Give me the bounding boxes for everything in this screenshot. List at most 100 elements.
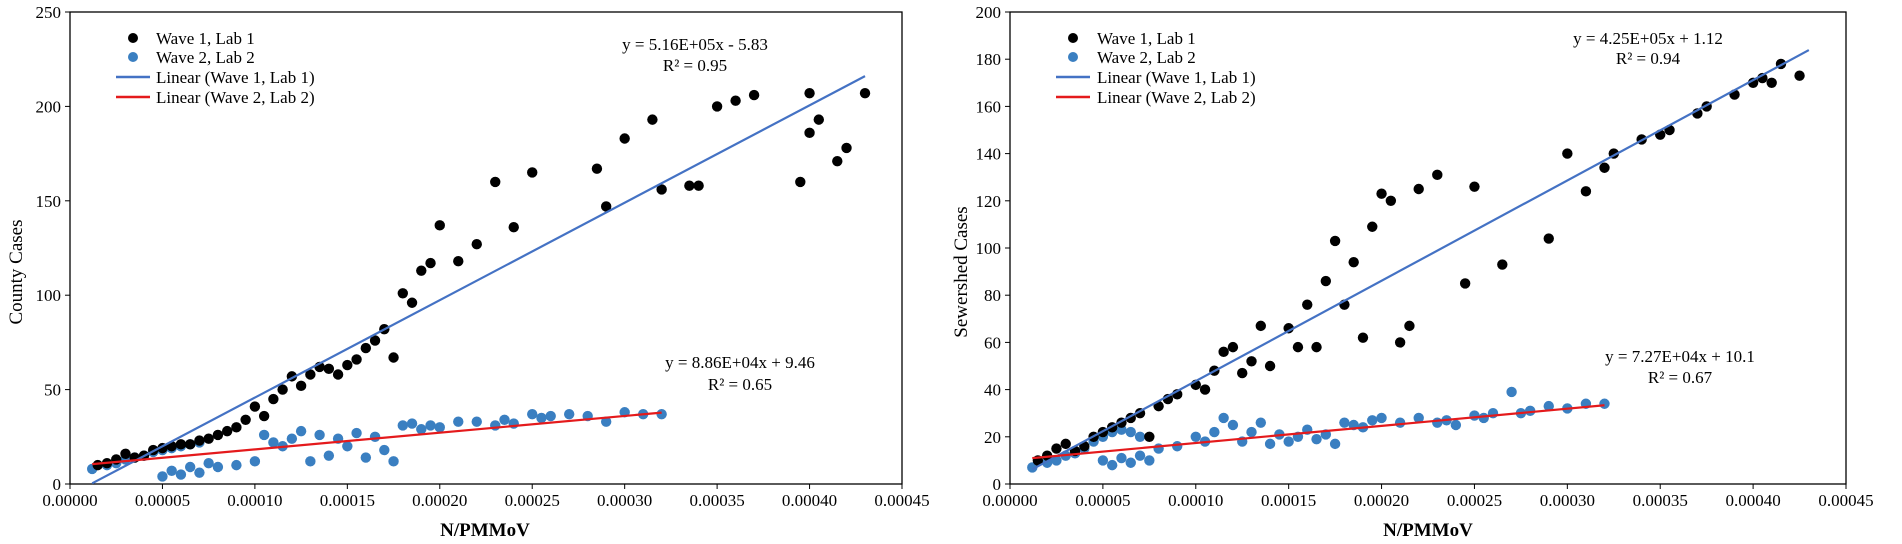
legend-label-linear1: Linear (Wave 1, Lab 1) xyxy=(1097,68,1256,87)
right-legend: Wave 1, Lab 1 Wave 2, Lab 2 Linear (Wave… xyxy=(1056,29,1256,107)
linear-fit-wave2 xyxy=(1032,404,1605,460)
wave1-point xyxy=(295,380,307,392)
wave1-point xyxy=(369,335,381,346)
wave2-point xyxy=(453,416,464,427)
wave1-point xyxy=(1413,183,1424,195)
wave1-point xyxy=(1543,233,1554,244)
y-tick-label: 100 xyxy=(976,239,1002,258)
wave1-point xyxy=(490,176,501,188)
wave1-point xyxy=(619,133,630,144)
wave2-point xyxy=(1413,412,1424,424)
wave1-point xyxy=(859,87,871,99)
x-tick-label: 0.00010 xyxy=(1168,491,1223,510)
wave2-point xyxy=(1134,450,1146,461)
wave2-point xyxy=(175,469,187,480)
x-tick-label: 0.00025 xyxy=(1447,491,1502,510)
wave1-point xyxy=(1432,169,1443,181)
wave2-point xyxy=(369,431,381,442)
linear-fit-wave1 xyxy=(91,75,866,485)
legend-label-linear2: Linear (Wave 2, Lab 2) xyxy=(1097,88,1256,107)
wave2-point xyxy=(1190,431,1201,442)
wave1-point xyxy=(175,439,187,450)
wave1-point xyxy=(332,369,344,380)
wave2-point xyxy=(323,450,335,461)
wave1-point xyxy=(471,239,482,250)
y-tick-label: 120 xyxy=(976,192,1002,211)
y-tick-label: 80 xyxy=(984,286,1001,305)
wave2-point xyxy=(1027,462,1038,473)
x-tick-label: 0.00005 xyxy=(1075,491,1130,510)
wave1-point xyxy=(1348,256,1359,268)
wave2-point xyxy=(1478,412,1489,424)
wave1-point xyxy=(804,127,815,139)
wave1-point xyxy=(1497,259,1508,270)
wave1-point xyxy=(1599,162,1610,173)
wave1-point xyxy=(360,342,372,354)
x-tick-label: 0.00040 xyxy=(1725,491,1780,510)
wave2-point xyxy=(1506,386,1517,398)
wave2-point xyxy=(305,456,316,467)
wave1-point xyxy=(397,288,408,299)
wave2-point xyxy=(1469,410,1480,421)
wave2-point xyxy=(564,408,575,420)
wave2-point xyxy=(1367,415,1378,426)
wave1-point xyxy=(804,87,815,99)
x-tick-label: 0.00045 xyxy=(874,491,929,510)
wave2-point xyxy=(1283,436,1294,447)
wave1-point xyxy=(249,401,261,412)
legend-label-wave2: Wave 2, Lab 2 xyxy=(1097,48,1196,67)
wave1-point xyxy=(527,167,538,178)
left-plot-frame xyxy=(69,11,903,485)
wave1-point xyxy=(1394,337,1406,348)
wave2-point xyxy=(194,467,205,478)
wave2-point xyxy=(388,456,399,467)
x-tick-label: 0.00015 xyxy=(320,491,375,510)
legend-label-linear2: Linear (Wave 2, Lab 2) xyxy=(156,88,315,107)
left-r2-wave1: R² = 0.95 xyxy=(663,56,727,75)
wave1-point xyxy=(591,163,603,174)
wave1-point xyxy=(1404,320,1415,332)
wave1-point xyxy=(600,201,612,212)
wave2-point xyxy=(342,441,353,452)
legend-label-wave1: Wave 1, Lab 1 xyxy=(1097,29,1196,48)
wave2-point xyxy=(1106,459,1118,471)
wave2-point xyxy=(258,429,270,441)
wave2-point xyxy=(249,456,261,467)
wave2-point xyxy=(295,425,307,437)
wave1-point xyxy=(1292,341,1304,353)
wave1-point xyxy=(1747,77,1759,89)
wave1-point xyxy=(1376,188,1387,199)
wave1-point xyxy=(453,256,464,267)
left-plot: 0 50 100 150 200 250 0.00000 0.00005 0.00010 0.00… xyxy=(36,3,930,510)
wave1-point xyxy=(1051,443,1062,454)
wave1-point xyxy=(656,184,667,195)
y-tick-label: 60 xyxy=(984,333,1001,352)
wave1-point xyxy=(684,180,695,191)
wave2-point xyxy=(212,461,224,473)
wave2-point xyxy=(1134,431,1146,442)
right-chart: Sewershed Cases N/PMMoV y = 4.25E+05x + … xyxy=(951,29,1755,541)
x-tick-label: 0.00035 xyxy=(1633,491,1688,510)
wave1-point xyxy=(748,89,760,101)
wave1-point xyxy=(1144,431,1155,442)
y-tick-label: 200 xyxy=(36,97,62,116)
wave1-point xyxy=(1237,367,1248,379)
y-tick-label: 140 xyxy=(976,145,1002,164)
wave2-point xyxy=(425,420,436,431)
x-tick-label: 0.00030 xyxy=(1540,491,1595,510)
wave2-point xyxy=(379,444,390,456)
x-tick-label: 0.00040 xyxy=(782,491,837,510)
legend-label-wave1: Wave 1, Lab 1 xyxy=(156,29,255,48)
wave2-point xyxy=(1144,455,1155,466)
wave2-point xyxy=(397,420,408,431)
wave1-point xyxy=(1218,346,1229,358)
wave1-point xyxy=(120,448,131,459)
x-tick-label: 0.00015 xyxy=(1261,491,1316,510)
wave1-point xyxy=(841,142,852,154)
wave1-point xyxy=(1329,235,1341,247)
legend-marker-wave1 xyxy=(1068,33,1078,43)
y-tick-label: 160 xyxy=(976,97,1002,116)
wave1-point xyxy=(1562,148,1573,159)
wave2-point xyxy=(471,416,482,427)
